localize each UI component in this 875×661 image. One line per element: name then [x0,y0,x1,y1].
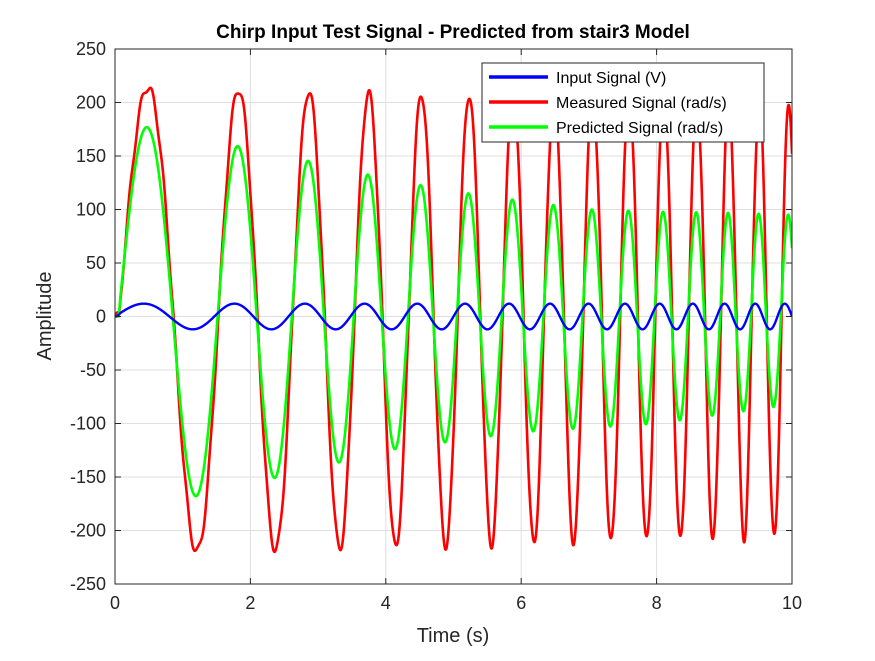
y-tick-label: -50 [80,360,106,380]
x-tick-label: 8 [652,593,662,613]
y-tick-label: -100 [70,414,106,434]
x-tick-label: 2 [245,593,255,613]
y-tick-label: 100 [76,200,106,220]
series-line-predicted [115,125,792,498]
legend-label-predicted: Predicted Signal (rad/s) [556,120,723,137]
y-tick-label: -150 [70,467,106,487]
series-line-input [115,302,792,331]
legend: Input Signal (V) Measured Signal (rad/s)… [481,62,765,143]
y-tick-label: 250 [76,39,106,59]
x-tick-label: 4 [381,593,391,613]
legend-label-measured: Measured Signal (rad/s) [556,95,727,112]
series-line-measured [115,86,792,554]
y-axis-label: Amplitude [34,272,56,361]
y-tick-label: 150 [76,146,106,166]
y-tick-label: 50 [86,253,106,273]
tick-marks [114,48,793,585]
x-axis-label: Time (s) [417,625,490,647]
x-tick-label: 0 [110,593,120,613]
x-tick-label: 10 [782,593,802,613]
y-tick-label: 0 [96,307,106,327]
y-tick-labels: -250 -200 -150 -100 -50 0 50 100 150 200 250 [70,39,106,594]
x-tick-labels: 0 2 4 6 8 10 [110,593,802,613]
y-tick-label: 200 [76,93,106,113]
y-tick-label: -250 [70,574,106,594]
chart-title: Chirp Input Test Signal - Predicted from… [216,22,690,43]
y-tick-label: -200 [70,521,106,541]
legend-label-input: Input Signal (V) [556,70,666,87]
series-layer [115,86,792,554]
x-tick-label: 6 [516,593,526,613]
